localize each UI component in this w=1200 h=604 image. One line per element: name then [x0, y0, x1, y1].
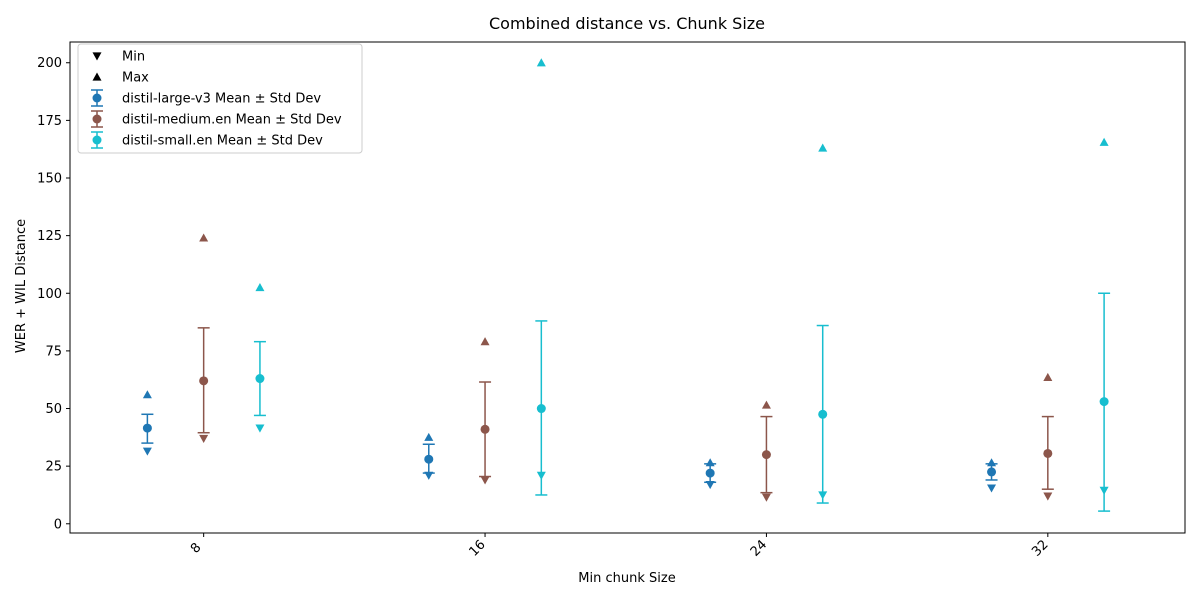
plot-frame — [69, 41, 1186, 534]
max-marker — [199, 233, 209, 242]
max-marker — [424, 432, 434, 441]
min-marker — [818, 491, 828, 500]
mean-marker — [480, 424, 490, 434]
y-tick-label: 175 — [37, 114, 62, 129]
legend-box — [77, 43, 363, 154]
mean-marker — [424, 454, 434, 464]
y-tick-label: 25 — [45, 460, 62, 475]
legend-min-icon — [92, 52, 102, 61]
mean-marker — [1099, 397, 1109, 407]
x-tick-label: 8 — [188, 540, 204, 556]
max-marker — [1043, 372, 1053, 382]
mean-marker — [142, 423, 152, 433]
min-marker — [761, 493, 771, 502]
mean-marker — [818, 409, 828, 419]
mean-marker — [255, 374, 265, 384]
max-marker — [987, 458, 997, 467]
y-tick-label: 50 — [45, 402, 62, 417]
mean-marker — [761, 450, 771, 460]
mean-marker — [987, 467, 997, 477]
min-marker — [705, 480, 715, 490]
max-marker — [761, 400, 771, 409]
y-axis-title: WER + WIL Distance — [14, 219, 29, 353]
chart-title: Combined distance vs. Chunk Size — [489, 14, 765, 33]
x-tick-label: 16 — [466, 537, 488, 559]
y-tick-label: 125 — [37, 229, 62, 244]
min-marker — [536, 471, 546, 480]
y-tick-label: 100 — [37, 287, 62, 302]
legend-label: distil-medium.en Mean ± Std Dev — [122, 113, 342, 128]
y-tick-label: 150 — [37, 172, 62, 187]
legend-label: Min — [122, 50, 145, 65]
y-tick-label: 200 — [37, 56, 62, 71]
min-marker — [480, 476, 490, 485]
max-marker — [818, 143, 828, 152]
min-marker — [1099, 486, 1109, 495]
mean-marker — [536, 404, 546, 414]
legend-max-icon — [92, 72, 102, 81]
legend-label: Max — [122, 71, 149, 86]
max-marker — [255, 283, 265, 292]
max-marker — [480, 337, 490, 346]
min-marker — [142, 447, 152, 456]
mean-marker — [199, 376, 209, 386]
max-marker — [142, 390, 152, 399]
legend: Min Max distil-large-v3 Mean ± Std Dev dist… — [77, 43, 363, 154]
legend-mean-icon — [92, 135, 102, 145]
y-tick-label: 75 — [45, 344, 62, 359]
max-marker — [536, 58, 546, 67]
min-marker — [424, 471, 434, 480]
legend-label: distil-small.en Mean ± Std Dev — [122, 134, 323, 149]
legend-label: distil-large-v3 Mean ± Std Dev — [122, 92, 321, 107]
x-tick-label: 24 — [748, 537, 770, 559]
mean-marker — [705, 468, 715, 478]
min-marker — [987, 484, 997, 493]
max-marker — [1099, 137, 1109, 146]
legend-mean-icon — [92, 114, 102, 124]
max-marker — [705, 458, 715, 467]
min-marker — [1043, 492, 1053, 501]
x-tick-label: 32 — [1029, 537, 1051, 559]
min-marker — [255, 424, 265, 433]
y-tick-label: 0 — [54, 517, 62, 532]
min-marker — [199, 434, 209, 443]
x-axis-title: Min chunk Size — [578, 571, 675, 586]
mean-marker — [1043, 448, 1053, 458]
legend-mean-icon — [92, 93, 102, 103]
